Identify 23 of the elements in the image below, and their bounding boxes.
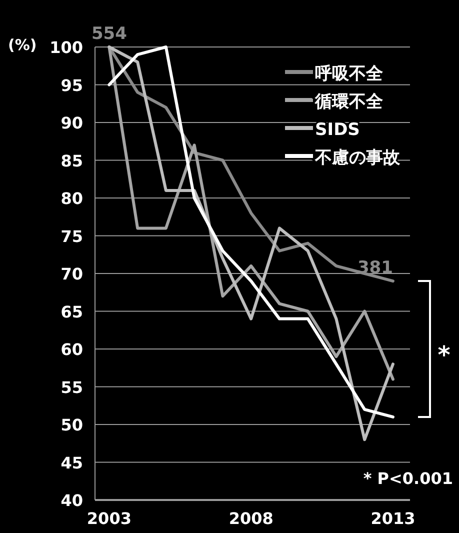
y-tick-label: 90 bbox=[60, 114, 83, 132]
y-tick-label: 45 bbox=[60, 453, 83, 472]
y-tick-label: 60 bbox=[60, 340, 83, 359]
y-tick-label: 85 bbox=[60, 151, 83, 170]
annotation: * P<0.001 bbox=[363, 469, 453, 488]
legend-label: 呼吸不全 bbox=[315, 64, 384, 84]
y-tick-label: 65 bbox=[60, 302, 83, 322]
y-tick-label: 95 bbox=[60, 76, 83, 95]
annotation: 554 bbox=[91, 24, 128, 44]
x-tick-label: 2013 bbox=[370, 509, 416, 528]
x-tick-label: 2003 bbox=[86, 509, 132, 528]
y-tick-label: 55 bbox=[60, 378, 83, 397]
x-tick-label: 2008 bbox=[228, 509, 274, 528]
text: * bbox=[438, 341, 451, 369]
legend-label: 循環不全 bbox=[314, 92, 384, 112]
y-tick-label: 100 bbox=[50, 38, 83, 57]
legend-label: SIDS bbox=[315, 120, 360, 140]
y-tick-label: 40 bbox=[60, 491, 83, 510]
y-tick-label: 75 bbox=[60, 226, 83, 246]
y-tick-label: 50 bbox=[60, 416, 83, 434]
y-axis-title: (%) bbox=[8, 36, 37, 54]
y-tick-label: 80 bbox=[60, 189, 83, 208]
y-tick-label: 70 bbox=[60, 264, 83, 284]
